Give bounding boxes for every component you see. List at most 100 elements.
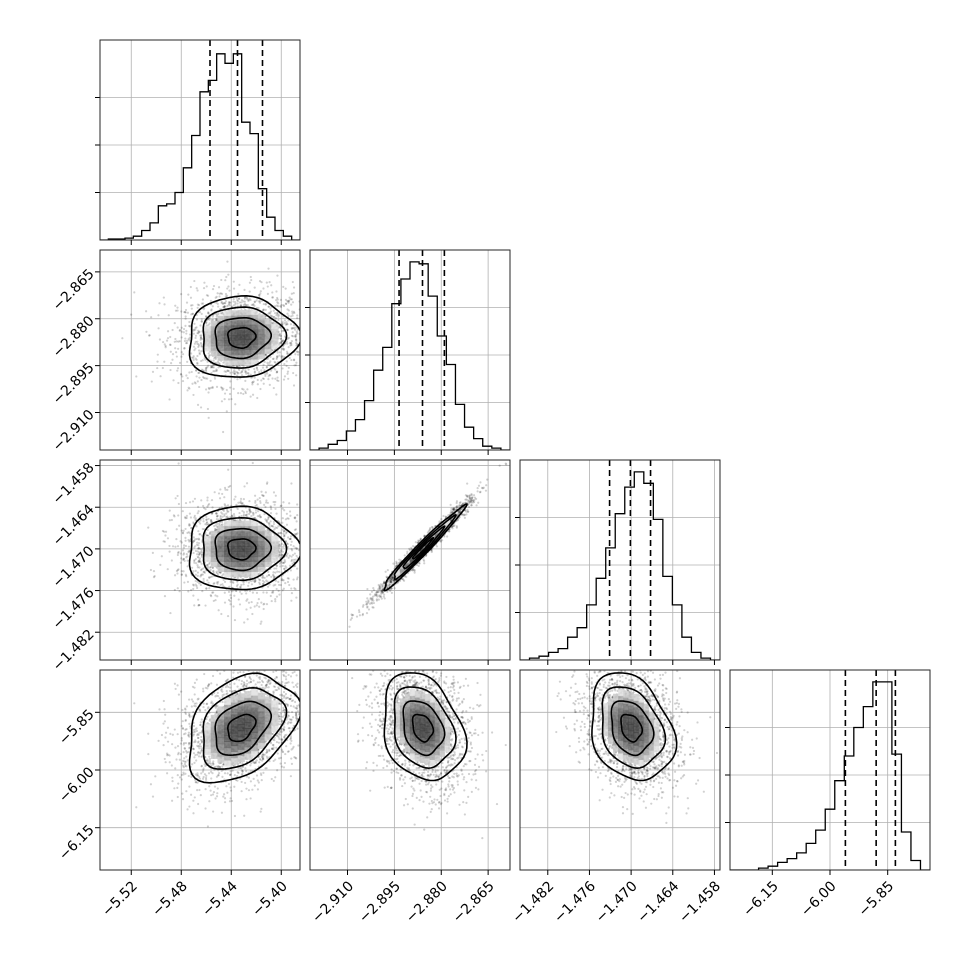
sample-point [209,532,212,535]
sample-point [193,497,197,500]
sample-point [210,595,213,598]
sample-point [183,310,187,314]
sample-point [280,577,284,580]
density-cell [217,335,225,341]
sample-point [245,372,248,375]
sample-point [204,508,207,511]
sample-point [242,581,245,584]
sample-point [245,608,248,611]
sample-point [311,564,313,566]
sample-point [260,601,263,604]
density-cell [251,354,259,360]
sample-point [243,485,246,488]
sample-point [296,514,299,517]
sample-point [464,494,467,497]
sample-point [240,370,244,373]
sample-point [287,577,290,580]
sample-point [222,585,225,588]
sample-point [210,309,213,312]
y-tick-label: −2.910 [50,407,98,455]
sample-point [290,547,293,551]
sample-point [234,589,238,592]
density-cell [217,340,225,346]
density-cell [217,535,225,542]
sample-point [270,591,274,594]
sample-point [453,508,456,511]
sample-point [284,302,288,305]
density-cell [251,319,259,325]
sample-point [268,383,271,386]
sample-point [194,328,197,331]
sample-point [258,301,262,304]
sample-point [181,531,184,534]
density-cell [244,546,252,552]
sample-point [261,377,265,380]
sample-point [258,514,261,517]
sample-point [251,381,254,384]
density-cell [251,359,259,365]
sample-point [264,302,267,305]
sample-point [289,537,292,541]
sample-point [201,337,204,341]
density-cell [244,561,252,567]
sample-point [293,587,296,590]
sample-point [380,590,383,593]
sample-point [255,367,259,370]
sample-point [263,576,266,579]
sample-point [391,577,394,580]
sample-point [389,580,393,583]
sample-point [319,562,321,564]
sample-point [264,373,267,376]
sample-point [256,378,259,382]
sample-point [291,326,295,330]
sample-point [470,496,474,499]
sample-point [272,500,275,504]
density-cell [244,551,252,557]
sample-point [177,381,180,385]
sample-point [195,525,198,528]
sample-point [291,280,294,284]
sample-point [225,388,228,392]
sample-point [186,565,189,568]
sample-point [207,576,211,579]
sample-point [323,343,325,345]
sample-point [472,501,475,504]
sample-point [306,336,308,338]
sample-point [186,531,189,534]
sample-point [187,324,191,328]
sample-point [283,363,286,366]
density-cell [210,530,218,537]
sample-point [327,340,329,342]
sample-point [220,386,224,390]
sample-point [199,337,202,340]
density-cell [251,551,259,557]
sample-point [279,505,282,508]
sample-point [215,570,218,573]
sample-point [295,339,298,342]
sample-point [282,579,285,582]
sample-point [270,284,273,287]
sample-point [290,599,293,602]
sample-point [265,499,268,502]
sample-point [280,340,283,343]
sample-point [312,609,314,611]
sample-point [290,540,293,543]
sample-point [256,515,259,518]
sample-point [267,516,270,519]
sample-point [176,494,179,498]
sample-point [283,335,287,338]
sample-point [197,553,201,557]
sample-point [225,410,228,413]
sample-point [250,583,254,586]
y-tick-label: −1.470 [50,543,98,591]
sample-point [295,341,298,345]
sample-point [242,583,245,586]
sample-point [175,528,178,531]
sample-point [215,517,219,521]
sample-point [274,377,277,380]
sample-point [201,359,204,362]
sample-point [222,509,226,512]
y-tick-label: −1.476 [50,585,98,633]
sample-point [225,505,228,508]
sample-point [179,552,182,555]
